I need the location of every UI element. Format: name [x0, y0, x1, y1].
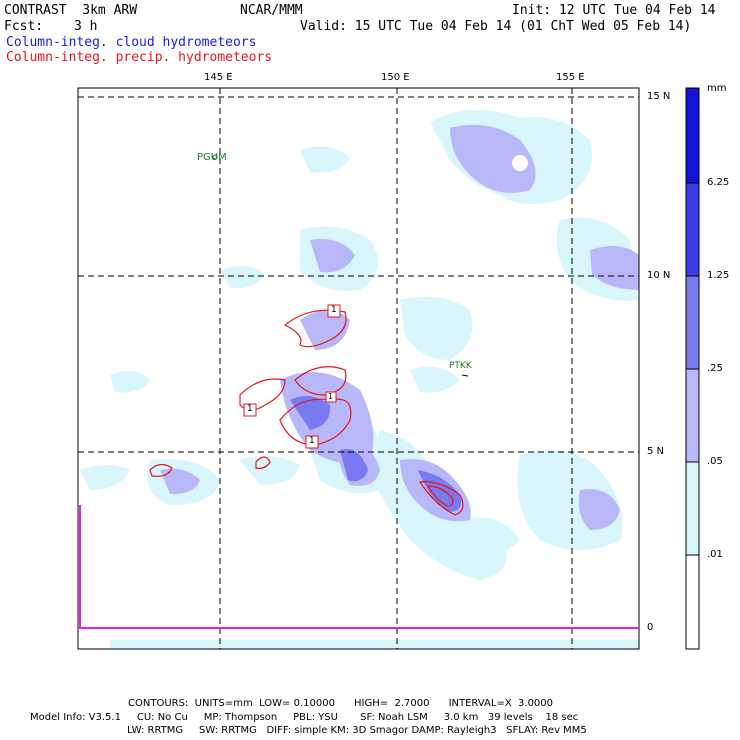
- inset-zero-label: 0: [647, 622, 654, 633]
- lon-label-155: 155 E: [556, 72, 585, 83]
- colorbar-level: .05: [707, 456, 723, 467]
- colorbar-level: 6.25: [707, 177, 730, 188]
- lon-label-145: 145 E: [204, 72, 233, 83]
- model-info-line-2: LW: RRTMG SW: RRTMG DIFF: simple KM: 3D …: [127, 725, 587, 736]
- contour-label: 1: [309, 436, 315, 446]
- contour-label-boxes: [243, 304, 341, 449]
- lat-label-10: 10 N: [647, 270, 671, 281]
- map-frame: [77, 87, 640, 650]
- model-title: CONTRAST 3km ARW: [4, 3, 138, 18]
- init-time: Init: 12 UTC Tue 04 Feb 14: [512, 3, 716, 18]
- colorbar-level: .01: [707, 549, 723, 560]
- lon-label-150: 150 E: [381, 72, 410, 83]
- field-cloud-label: Column-integ. cloud hydrometeors: [6, 35, 257, 50]
- lat-label-15: 15 N: [647, 91, 671, 102]
- station-pgum-marker: [212, 154, 218, 160]
- forecast-hour: 3 h: [74, 19, 98, 34]
- contour-label: 1: [331, 305, 337, 315]
- colorbar-level: .25: [707, 363, 723, 374]
- model-info-line-1: Model Info: V3.5.1 CU: No Cu MP: Thompso…: [30, 712, 579, 723]
- contour-info: CONTOURS: UNITS=mm LOW= 0.10000 HIGH= 2.…: [128, 698, 554, 709]
- field-precip-label: Column-integ. precip. hydrometeors: [6, 50, 273, 65]
- inset-domain-boundary: [79, 505, 639, 629]
- station-ptkk-marker: [461, 374, 469, 377]
- colorbar: [685, 87, 700, 650]
- lat-label-5: 5 N: [647, 446, 665, 457]
- contour-label: 1: [247, 404, 253, 414]
- station-pgum-label: PGUM: [197, 152, 227, 163]
- colorbar-unit: mm: [707, 83, 727, 94]
- forecast-label: Fcst:: [4, 19, 44, 34]
- colorbar-level: 1.25: [707, 270, 730, 281]
- valid-time: Valid: 15 UTC Tue 04 Feb 14 (01 ChT Wed …: [300, 19, 692, 34]
- cloud-field: [80, 109, 639, 649]
- latlon-grid: [78, 88, 639, 649]
- station-ptkk-label: PTKK: [449, 361, 472, 371]
- agency-label: NCAR/MMM: [240, 3, 303, 18]
- contour-label: 1: [328, 392, 334, 401]
